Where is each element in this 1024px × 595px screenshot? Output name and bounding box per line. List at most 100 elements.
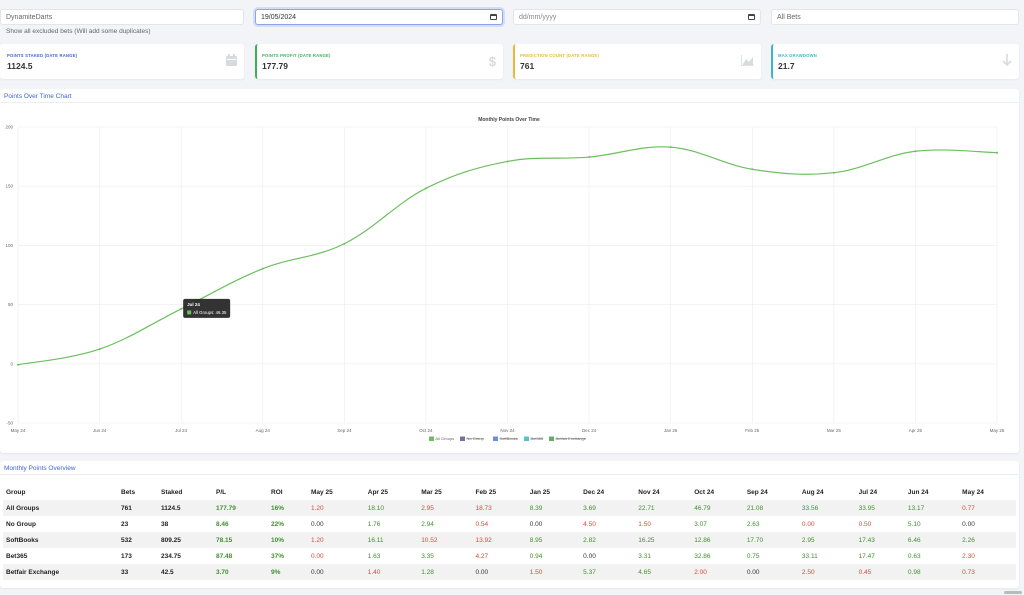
show-excluded-bets-link[interactable]: Show all excluded bets (Will add some du… (6, 28, 151, 35)
table-cell: 78.15 (213, 532, 268, 548)
table-cell: 173 (121, 552, 132, 560)
legend-swatch[interactable] (549, 436, 554, 442)
data-point[interactable] (914, 150, 917, 153)
table-cell: 0.00 (311, 552, 324, 560)
data-point[interactable] (506, 160, 509, 163)
x-tick-label: Aug 24 (256, 428, 271, 433)
column-header[interactable]: Jul 24 (858, 488, 878, 496)
y-tick-label: 200 (5, 125, 13, 130)
data-point[interactable] (261, 267, 264, 270)
table-row[interactable]: All Groups 761 1124.5 177.79 16% 1.20 18.10 2.9… (3, 500, 1016, 516)
column-header[interactable]: Oct 24 (694, 488, 715, 496)
calendar-icon[interactable] (490, 14, 497, 20)
row-group-label: SoftBooks (3, 532, 118, 548)
prediction-count-card: PREDICTION COUNT (DATE RANGE) 761 (513, 44, 761, 79)
table-cell: 8.39 (526, 500, 581, 516)
table-cell: 5.10 (907, 520, 921, 528)
column-header[interactable]: Group (6, 488, 26, 496)
table-cell: 2.82 (580, 532, 636, 548)
data-point[interactable] (996, 151, 998, 154)
arrow-down-icon (1002, 54, 1012, 69)
data-point[interactable] (751, 168, 754, 171)
data-point[interactable] (17, 363, 19, 366)
chart-tooltip (183, 298, 231, 318)
table-row[interactable]: SoftBooks 532 809.25 78.15 10% 1.20 16.11 10.52… (3, 532, 1016, 548)
x-tick-label: May 24 (11, 428, 26, 433)
panel-divider (0, 474, 1019, 475)
table-cell: 0.00 (962, 520, 975, 528)
data-point[interactable] (343, 242, 346, 245)
table-cell: 16.25 (635, 532, 692, 548)
table-cell: 3.35 (421, 552, 434, 560)
row-group-label: All Groups (3, 500, 118, 516)
bet-filter-select[interactable]: All Bets (771, 9, 1019, 25)
column-header[interactable]: ROI (271, 488, 283, 496)
data-point[interactable] (588, 156, 591, 159)
scrollbar-thumb[interactable] (1004, 591, 1022, 594)
table-header-row: Group Bets Staked P/L ROI May 25 Apr 25 Mar 25 F… (3, 484, 1016, 500)
column-header[interactable]: Dec 24 (583, 488, 605, 496)
legend-swatch[interactable] (493, 436, 498, 442)
table-row[interactable]: Bet365 173 234.75 87.48 37% 0.00 1.63 3.35 4.27 0… (3, 548, 1016, 564)
data-point[interactable] (424, 187, 427, 190)
x-tick-label: Oct 24 (419, 428, 433, 433)
column-header[interactable]: Apr 25 (367, 488, 388, 496)
table-cell: 1.50 (526, 564, 581, 580)
tooltip-swatch (187, 310, 192, 315)
legend-swatch[interactable] (524, 436, 529, 442)
points-line-chart[interactable]: Monthly Points Over Time 200 150 100 50 0 -50… (0, 89, 1019, 453)
table-cell: 3.69 (580, 500, 636, 516)
table-cell: 0.00 (311, 520, 324, 528)
legend-item[interactable]: No Group (467, 436, 485, 441)
column-header[interactable]: May 25 (311, 488, 333, 496)
column-header[interactable]: Mar 25 (421, 488, 442, 496)
table-cell: 0.50 (858, 520, 872, 528)
table-cell: 37% (271, 552, 285, 560)
calendar-icon[interactable] (748, 14, 755, 20)
card-value: 1124.5 (7, 61, 33, 71)
x-tick-label: Sep 24 (337, 428, 352, 433)
group-select[interactable]: DynamiteDarts (0, 9, 244, 25)
column-header[interactable]: Nov 24 (638, 488, 660, 496)
table-row[interactable]: Betfair Exchange 33 42.5 3.70 9% 0.00 1.40 1.28… (3, 564, 1016, 580)
card-label: POINTS STAKED (DATE RANGE) (7, 53, 78, 58)
data-point[interactable] (832, 171, 835, 174)
table-cell: 4.27 (475, 552, 489, 560)
legend-item[interactable]: Bet365 (531, 436, 544, 441)
legend-swatch[interactable] (429, 436, 434, 442)
table-cell: 9% (268, 564, 308, 580)
table-cell: 18.10 (364, 500, 419, 516)
data-point[interactable] (669, 146, 672, 149)
row-group-label: Betfair Exchange (3, 564, 118, 580)
data-point[interactable] (180, 307, 183, 310)
x-tick-label: Dec 24 (582, 428, 597, 433)
column-header[interactable]: Feb 25 (475, 488, 497, 496)
table-cell: 0.73 (959, 564, 1016, 580)
tooltip-title: Jul 24 (187, 302, 200, 307)
group-select-value: DynamiteDarts (6, 13, 53, 21)
data-point[interactable] (98, 348, 101, 351)
column-header[interactable]: Sep 24 (746, 488, 768, 496)
column-header[interactable]: P/L (216, 488, 227, 496)
start-date-input[interactable]: 19/05/2024 (255, 9, 503, 25)
table-cell: 1.76 (367, 520, 381, 528)
column-header[interactable]: Jun 24 (907, 488, 929, 496)
column-header[interactable]: Staked (161, 488, 183, 496)
table-cell: 2.63 (746, 520, 760, 528)
legend-item[interactable]: Betfair Exchange (556, 436, 587, 441)
table-cell: 2.94 (421, 520, 434, 528)
column-header[interactable]: Jan 25 (529, 488, 550, 496)
legend-swatch[interactable] (460, 436, 465, 442)
column-header[interactable]: May 24 (962, 488, 984, 496)
table-cell: 10% (268, 532, 308, 548)
end-date-input[interactable]: dd/mm/yyyy (513, 9, 761, 25)
table-cell: 2.50 (798, 564, 856, 580)
table-cell: 5.37 (580, 564, 636, 580)
table-cell: 761 (118, 500, 158, 516)
column-header[interactable]: Bets (121, 488, 136, 496)
legend-item[interactable]: All Groups (436, 436, 455, 441)
legend-item[interactable]: SoftBooks (500, 436, 518, 441)
table-cell: 13.92 (472, 532, 527, 548)
column-header[interactable]: Aug 24 (801, 488, 824, 496)
table-row[interactable]: No Group 23 38 8.46 22% 0.00 1.76 2.94 0.54 0.00 4… (3, 516, 1016, 532)
